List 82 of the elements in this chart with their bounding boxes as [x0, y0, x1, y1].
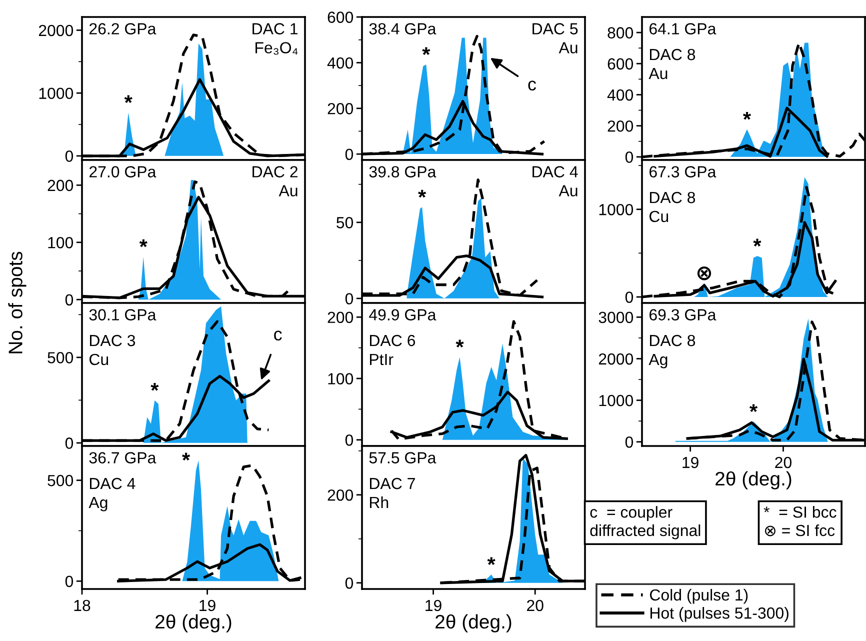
annotation: * — [182, 452, 190, 461]
y-tick-label: 500 — [48, 352, 74, 364]
y-tick-label: 0 — [625, 436, 634, 448]
y-axis-title: No. of spots — [8, 252, 26, 354]
text: DAC 4 Au — [532, 166, 578, 196]
x-tick-label: 18 — [74, 600, 90, 612]
y-tick-label: 1000 — [599, 394, 634, 406]
chart-title: 49.9 GPa — [369, 309, 436, 320]
y-tick-label: 0 — [65, 294, 74, 306]
y-tick-label: 3000 — [598, 312, 634, 324]
x-tick-label: 19 — [200, 600, 216, 612]
y-tick-label: 0 — [65, 576, 74, 588]
y-tick-label: 0 — [625, 152, 634, 163]
annotation: * — [487, 557, 496, 565]
y-tick-label: 200 — [608, 120, 634, 132]
chart-title: 39.8 GPa — [369, 166, 436, 178]
text: DAC 6 PtIr — [370, 334, 416, 366]
annotation: * — [456, 340, 464, 348]
legend-label: Hot (pulses 51-300) — [650, 606, 788, 622]
text: DAC 8 Cu — [650, 192, 696, 222]
chart-title: 26.2 GPa — [89, 23, 156, 34]
y-tick-label: 600 — [328, 12, 354, 23]
y-tick-label: 2000 — [598, 353, 634, 365]
chart-title: 64.1 GPa — [650, 23, 716, 34]
text: DAC 8 Au — [648, 48, 696, 80]
y-tick-label: 50 — [336, 217, 354, 228]
annotation: * — [753, 238, 762, 247]
chart-title: 57.5 GPa — [369, 452, 436, 464]
x-axis-title: 2θ (deg.) — [436, 614, 512, 632]
y-tick-label: 400 — [327, 57, 354, 69]
y-tick-label: 200 — [328, 312, 354, 324]
text: DAC 2 Au — [252, 166, 298, 196]
y-tick-label: 500 — [48, 474, 74, 486]
y-tick-label: 1000 — [599, 204, 634, 216]
chart-title: 30.1 GPa — [89, 309, 156, 320]
annotation: * — [139, 239, 148, 248]
text: DAC 1 Fe₃O₄ — [252, 23, 298, 55]
y-tick-label: 100 — [48, 237, 74, 248]
x-axis-title: 2θ (deg.) — [156, 614, 232, 632]
x-axis-title: 2θ (deg.) — [716, 471, 792, 490]
text: DAC 8 Ag — [648, 334, 696, 368]
y-tick-label: 600 — [608, 58, 634, 70]
text: * = SI bcc ⊗ = SI fcc — [764, 506, 836, 536]
annotation: * — [750, 404, 758, 412]
y-tick-label: 200 — [48, 180, 74, 192]
annotation: * — [124, 95, 132, 104]
y-tick-label: 0 — [345, 577, 354, 589]
text: DAC 4 Ag — [88, 478, 136, 512]
chart-title: 67.3 GPa — [650, 166, 716, 178]
x-tick-label: 20 — [527, 600, 544, 612]
annotation: * — [418, 190, 426, 198]
text: DAC 3 Cu — [90, 334, 136, 366]
y-tick-label: 200 — [328, 489, 354, 501]
y-tick-label: 0 — [345, 148, 354, 160]
annotation: * — [743, 112, 752, 120]
x-tick-label: 19 — [682, 456, 698, 468]
y-tick-label: 0 — [65, 438, 74, 449]
legend-label: Cold (pulse 1) — [650, 588, 748, 604]
y-tick-label: 0 — [65, 150, 74, 162]
annotation: ⊗ — [697, 266, 712, 280]
text: DAC 7 Rh — [370, 478, 415, 508]
y-tick-label: 0 — [345, 293, 354, 304]
y-tick-label: 400 — [607, 89, 634, 101]
annotation: c — [528, 80, 536, 91]
y-tick-label: 100 — [328, 373, 354, 384]
chart-title: 69.3 GPa — [650, 309, 716, 320]
y-tick-label: 1000 — [39, 88, 74, 99]
annotation: * — [422, 47, 430, 55]
chart-title: 36.7 GPa — [89, 452, 156, 464]
y-tick-label: 200 — [328, 103, 354, 114]
y-tick-label: 0 — [345, 434, 354, 446]
y-tick-label: 800 — [608, 27, 634, 38]
y-tick-label: 2000 — [38, 24, 74, 36]
text: DAC 5 Au — [532, 23, 578, 54]
annotation: c — [274, 330, 282, 341]
annotation: * — [150, 383, 159, 391]
y-tick-label: 0 — [625, 292, 634, 303]
chart-title: 27.0 GPa — [89, 166, 156, 178]
chart-title: 38.4 GPa — [369, 23, 436, 34]
x-tick-label: 20 — [775, 456, 792, 468]
x-tick-label: 19 — [426, 600, 442, 612]
text: c = coupler diffracted signal — [590, 506, 700, 540]
